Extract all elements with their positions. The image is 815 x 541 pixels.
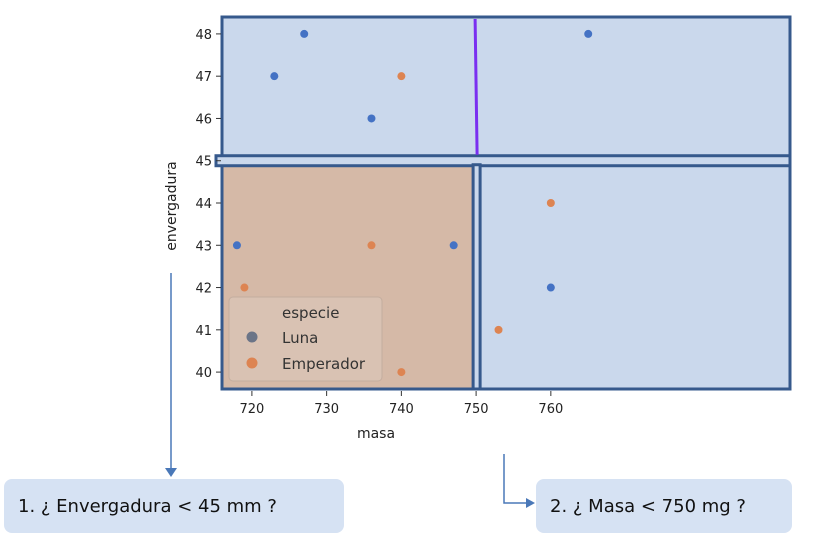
arrowhead-q2 [526,498,535,508]
x-tick-label: 750 [464,402,489,417]
legend-label-luna: Luna [282,329,318,347]
data-point-luna-5 [449,241,458,250]
question-box-masa: 2. ¿ Masa < 750 mg ? [536,479,792,533]
data-point-emperador-5 [494,325,503,334]
x-tick-label: 730 [314,402,339,417]
legend-box [228,296,383,382]
x-tick-label: 760 [538,402,563,417]
y-tick-label: 47 [195,70,212,85]
data-point-luna-2 [367,114,376,123]
y-tick-label: 40 [195,366,212,381]
data-point-emperador-2 [367,241,376,250]
connector-arrows [165,273,535,508]
y-tick-label: 43 [195,239,212,254]
data-point-emperador-3 [397,368,406,377]
x-tick-label: 740 [389,402,414,417]
y-tick-label: 44 [195,197,212,212]
data-point-luna-4 [232,241,241,250]
data-point-emperador-1 [240,283,249,292]
data-point-emperador-0 [397,72,406,81]
axis-ticks: 720 730 740 750 760 40 41 42 43 44 45 46 47 48 [195,28,563,417]
y-axis-label: envergadura [164,161,180,250]
y-tick-label: 45 [195,155,212,170]
question-text-envergadura: 1. ¿ Envergadura < 45 mm ? [18,495,277,517]
legend-marker-luna [246,331,258,343]
region-0 [220,15,792,163]
legend-title: especie [282,304,339,322]
y-tick-label: 41 [195,324,212,339]
data-point-luna-1 [300,29,309,38]
x-tick-label: 720 [239,402,264,417]
legend-label-emperador: Emperador [282,355,366,373]
data-point-luna-0 [270,72,279,81]
legend-marker-emperador [246,357,258,369]
question-text-masa: 2. ¿ Masa < 750 mg ? [550,495,746,517]
y-tick-label: 42 [195,282,212,297]
data-point-luna-3 [584,29,593,38]
question-box-envergadura: 1. ¿ Envergadura < 45 mm ? [4,479,344,533]
split-line-vertical-upper [473,18,479,155]
x-axis-label: masa [357,426,395,442]
data-point-luna-6 [546,283,555,292]
data-point-emperador-4 [546,199,555,207]
split-line-horizontal [214,154,792,168]
connector-line-q2 [503,454,528,504]
legend: especie Luna Emperador [228,296,383,382]
region-2 [474,159,792,391]
arrowhead-q1 [165,468,177,477]
y-tick-label: 48 [195,28,212,43]
y-tick-label: 46 [195,112,212,127]
data-points [232,29,593,377]
split-line-vertical-lower [471,163,482,391]
